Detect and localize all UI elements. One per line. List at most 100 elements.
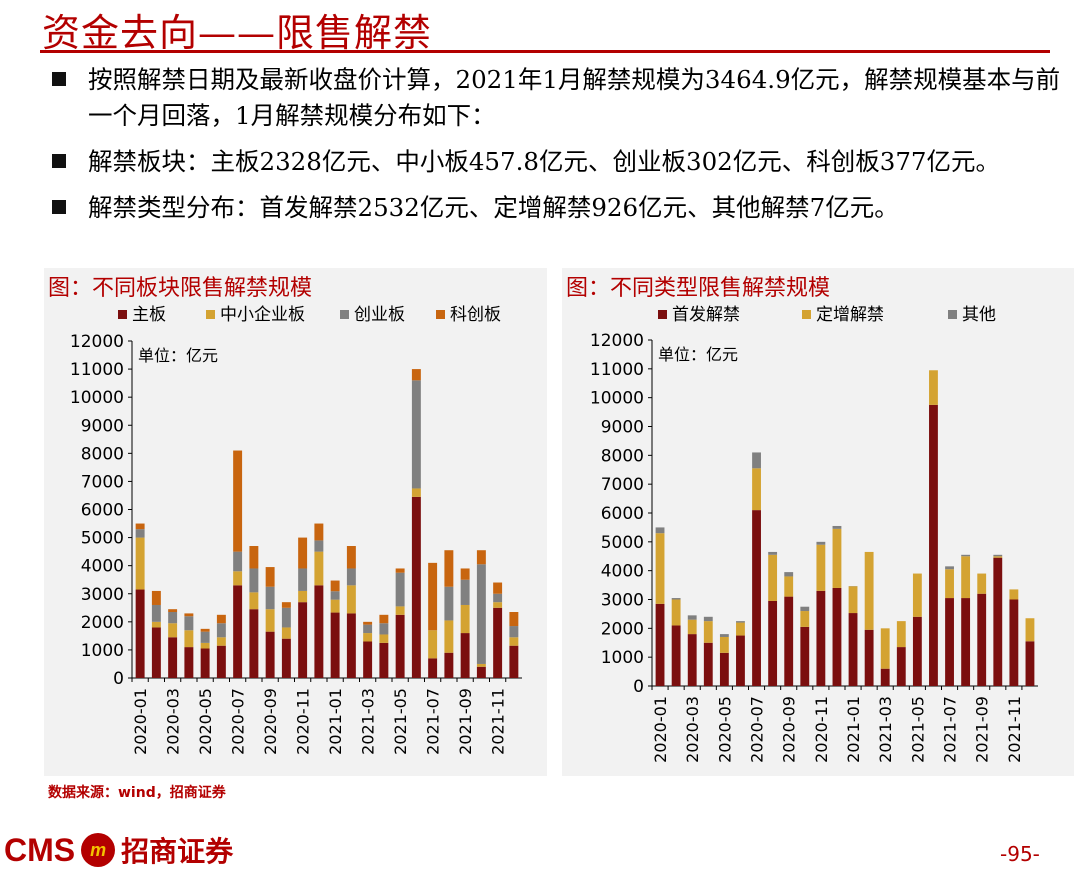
bar-segment xyxy=(768,600,778,686)
y-tick-label: 9000 xyxy=(601,418,644,438)
bar-segment xyxy=(671,598,681,600)
bar-segment xyxy=(346,585,356,614)
bar-segment xyxy=(184,647,194,678)
bar-segment xyxy=(135,523,145,530)
x-tick-label: 2021-07 xyxy=(941,696,960,763)
bar-segment xyxy=(703,616,713,622)
bar-segment xyxy=(800,626,810,686)
bar-segment xyxy=(330,580,340,592)
y-tick-label: 2000 xyxy=(601,619,644,639)
y-tick-label: 12000 xyxy=(70,332,124,352)
bar-segment xyxy=(379,614,389,624)
y-tick-label: 0 xyxy=(633,677,644,697)
x-tick-label: 2020-03 xyxy=(164,688,183,755)
bar-segment xyxy=(233,585,243,678)
bar-segment xyxy=(428,562,438,631)
bar-segment xyxy=(655,603,665,686)
bar-segment xyxy=(784,596,794,686)
legend-label: 科创板 xyxy=(450,305,501,325)
y-tick-label: 8000 xyxy=(81,444,124,464)
bar-segment xyxy=(411,496,421,678)
bar-segment xyxy=(379,642,389,678)
bar-segment xyxy=(784,572,794,577)
y-tick-label: 11000 xyxy=(590,360,644,380)
legend-label: 主板 xyxy=(132,305,166,325)
bar-segment xyxy=(281,602,291,608)
bar-segment xyxy=(736,635,745,686)
bar-segment xyxy=(298,568,308,591)
y-tick-label: 4000 xyxy=(601,562,644,582)
chart-title: 图：不同类型限售解禁规模 xyxy=(566,276,831,301)
legend-label: 其他 xyxy=(962,305,996,325)
bar-segment xyxy=(1009,599,1019,686)
legend-swatch xyxy=(118,310,127,319)
x-tick-label: 2020-07 xyxy=(229,688,248,755)
bar-segment xyxy=(216,623,226,638)
legend-swatch xyxy=(436,310,445,319)
bar-segment xyxy=(249,592,259,610)
bar-segment xyxy=(265,631,275,678)
y-tick-label: 5000 xyxy=(81,529,124,549)
bar-segment xyxy=(896,621,906,648)
x-tick-label: 2020-01 xyxy=(651,696,670,763)
x-tick-label: 2020-05 xyxy=(196,688,215,755)
bar-segment xyxy=(135,589,145,678)
bar-segment xyxy=(460,604,470,634)
bar-segment xyxy=(395,614,405,678)
bar-segment xyxy=(719,652,729,686)
bullet-square-icon xyxy=(52,200,66,214)
bar-segment xyxy=(929,404,938,686)
bar-segment xyxy=(945,566,954,570)
legend-swatch xyxy=(802,310,811,319)
bar-segment xyxy=(961,598,971,686)
bar-segment xyxy=(265,567,275,587)
bar-segment xyxy=(281,638,291,678)
bar-segment xyxy=(687,619,697,635)
bar-segment xyxy=(281,627,291,639)
legend-swatch xyxy=(340,310,349,319)
bar-segment xyxy=(363,624,373,634)
chart-panel-type: 图：不同类型限售解禁规模 首发解禁 定增解禁 其他 单位：亿元 0 1000 2000 300… xyxy=(562,268,1074,776)
bullet-square-icon xyxy=(52,154,66,168)
bar-segment xyxy=(184,630,194,648)
bar-segment xyxy=(444,620,454,653)
bar-segment xyxy=(444,550,454,587)
legend-label: 创业板 xyxy=(354,305,405,325)
bar-segment xyxy=(800,611,810,627)
bar-segment xyxy=(233,571,243,586)
bar-segment xyxy=(912,616,922,686)
bar-segment xyxy=(816,544,826,591)
bar-segment xyxy=(816,590,826,686)
bar-segment xyxy=(314,585,324,678)
y-tick-label: 1000 xyxy=(81,641,124,661)
bar-segment xyxy=(330,599,340,613)
bar-segment xyxy=(395,606,405,615)
bar-segment xyxy=(281,607,291,628)
bar-segment xyxy=(184,616,194,631)
unit-label: 单位：亿元 xyxy=(138,346,218,365)
x-tick-label: 2021-01 xyxy=(326,688,345,755)
bullet-item: 解禁类型分布：首发解禁2532亿元、定增解禁926亿元、其他解禁7亿元。 xyxy=(50,190,1070,226)
bar-segment xyxy=(200,628,210,632)
legend-label: 首发解禁 xyxy=(672,305,740,325)
bar-segment xyxy=(736,622,745,636)
bar-segment xyxy=(265,609,275,632)
bar-segment xyxy=(493,582,503,594)
page-title: 资金去向——限售解禁 xyxy=(42,11,433,55)
bar-segment xyxy=(460,579,470,605)
bar-segment xyxy=(961,556,971,599)
x-tick-label: 2020-09 xyxy=(780,696,799,763)
bar-segment xyxy=(314,523,324,541)
bar-segment xyxy=(752,452,761,469)
bar-segment xyxy=(168,609,178,613)
bar-segment xyxy=(671,599,681,626)
bar-segment xyxy=(265,586,275,610)
bar-segment xyxy=(493,593,503,603)
bullet-item: 解禁板块：主板2328亿元、中小板457.8亿元、创业板302亿元、科创板377… xyxy=(50,144,1070,180)
bar-segment xyxy=(961,554,971,557)
x-tick-label: 2020-09 xyxy=(261,688,280,755)
page-number: -95- xyxy=(1000,842,1040,866)
bar-segment xyxy=(395,572,405,607)
bar-segment xyxy=(476,564,486,664)
